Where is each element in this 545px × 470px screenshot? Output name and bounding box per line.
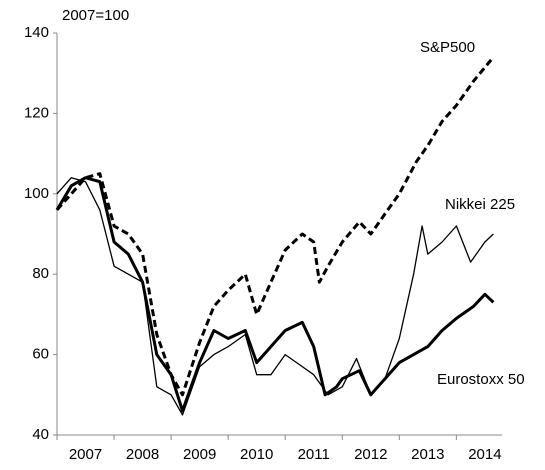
series-label: Eurostoxx 50 bbox=[437, 371, 525, 388]
series-label: Nikkei 225 bbox=[445, 196, 515, 213]
x-tick-label: 2011 bbox=[298, 446, 330, 463]
x-tick-label: 2010 bbox=[240, 446, 273, 463]
series-line bbox=[55, 56, 495, 397]
x-tick-label: 2014 bbox=[468, 446, 501, 463]
y-tick-label: 40 bbox=[32, 426, 49, 443]
series-label: S&P500 bbox=[420, 39, 475, 56]
series-line bbox=[56, 177, 494, 416]
y-tick-label: 100 bbox=[24, 185, 49, 202]
x-tick-label: 2007 bbox=[69, 446, 102, 463]
x-tick-label: 2013 bbox=[411, 446, 444, 463]
y-tick-label: 140 bbox=[24, 24, 49, 41]
y-axis-label: 2007=100 bbox=[62, 7, 129, 24]
x-tick-label: 2009 bbox=[183, 446, 216, 463]
y-tick-label: 80 bbox=[32, 265, 49, 282]
x-tick-label: 2008 bbox=[126, 446, 159, 463]
x-tick-label: 2012 bbox=[354, 446, 387, 463]
y-tick-label: 60 bbox=[32, 346, 49, 363]
y-tick-label: 120 bbox=[24, 104, 49, 121]
series-line bbox=[55, 176, 495, 413]
